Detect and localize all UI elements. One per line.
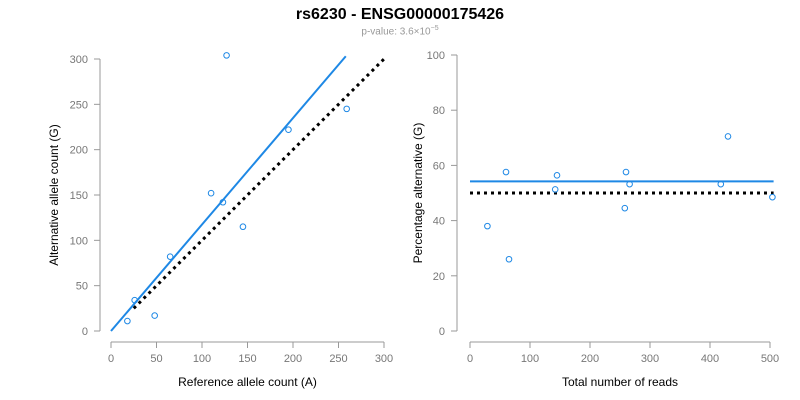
x-tick-label: 0 <box>108 353 114 365</box>
x-tick-label: 500 <box>761 353 779 365</box>
x-tick-label: 400 <box>701 353 719 365</box>
x-tick-label: 200 <box>581 353 599 365</box>
y-tick-label: 40 <box>433 216 445 228</box>
fit-line <box>110 55 347 332</box>
y-tick-label: 200 <box>70 145 88 157</box>
data-point <box>484 222 491 230</box>
y-tick-label: 80 <box>433 105 445 117</box>
x-tick-label: 0 <box>467 353 473 365</box>
x-axis-label: Total number of reads <box>562 375 678 389</box>
x-tick-label: 50 <box>150 353 162 365</box>
y-tick-label: 60 <box>433 160 445 172</box>
data-point <box>131 296 138 304</box>
reference-line <box>132 56 387 310</box>
data-point <box>621 204 629 212</box>
data-point <box>553 172 561 179</box>
y-tick-label: 0 <box>82 326 88 338</box>
x-tick-label: 150 <box>238 353 256 365</box>
data-point <box>207 189 215 197</box>
y-tick-label: 150 <box>70 190 88 202</box>
scatter-plot-left: 0 50 100 150 200 250 300 0 50 100 150 200 250 300 Refe… <box>47 52 393 389</box>
x-tick-label: 300 <box>641 353 659 365</box>
pvalue-label: p-value: <box>361 26 397 38</box>
data-point <box>626 180 633 188</box>
y-tick-label: 300 <box>70 54 88 66</box>
scatter-plot-right: 0 20 40 60 80 100 0 100 200 300 400 500 Total number… <box>411 50 779 389</box>
chart-subtitle: p-value: 3.6×10−5 <box>0 25 800 37</box>
y-axis-label: Alternative allele count (G) <box>47 124 61 265</box>
y-tick-label: 50 <box>76 281 88 293</box>
y-axis-label: Percentage alternative (G) <box>411 123 425 264</box>
x-tick-label: 100 <box>193 353 211 365</box>
pvalue-times: ×10 <box>413 26 431 38</box>
x-tick-label: 200 <box>284 353 302 365</box>
pvalue-exponent: −5 <box>430 25 439 32</box>
data-point <box>505 255 513 263</box>
x-tick-label: 250 <box>329 353 347 365</box>
pvalue-mantissa: 3.6 <box>399 26 414 38</box>
data-point <box>717 180 725 188</box>
data-point <box>219 198 227 206</box>
data-point <box>724 133 732 140</box>
data-point <box>223 52 230 59</box>
data-point <box>124 317 131 325</box>
data-point <box>551 186 559 193</box>
x-axis-label: Reference allele count (A) <box>178 375 317 389</box>
data-point <box>343 105 350 113</box>
x-tick-label: 300 <box>375 353 393 365</box>
y-tick-label: 250 <box>70 99 88 111</box>
data-point <box>239 223 247 231</box>
data-point <box>151 312 158 319</box>
chart-title: rs6230 - ENSG00000175426 <box>295 6 505 23</box>
data-point <box>285 126 292 134</box>
y-tick-label: 100 <box>70 235 88 247</box>
y-tick-label: 100 <box>427 50 445 62</box>
y-tick-label: 20 <box>433 271 445 283</box>
data-point <box>622 168 630 176</box>
x-tick-label: 100 <box>521 353 539 365</box>
data-point <box>166 253 174 260</box>
y-tick-label: 0 <box>439 326 445 338</box>
data-point <box>502 168 510 176</box>
data-point <box>769 193 776 201</box>
